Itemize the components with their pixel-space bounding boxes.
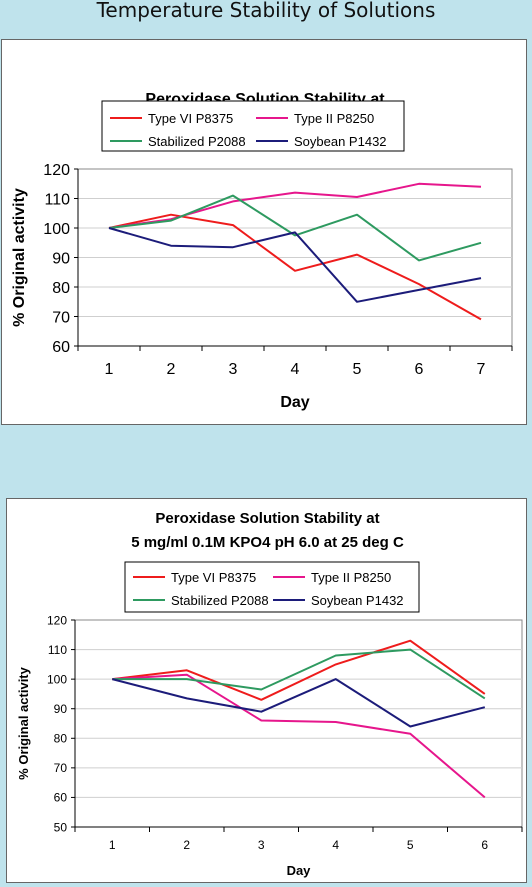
y-tick-label: 100 bbox=[47, 672, 67, 686]
series-line-type-vi-p8375 bbox=[108, 213, 482, 321]
chart-title-line2: 5 mg/ml 0.1M KPO4 pH 6.0 at 25 deg C bbox=[131, 534, 404, 551]
x-axis-label: Day bbox=[287, 863, 312, 878]
chart-panel-37c: Peroxidase Solution Stability at5 mg/ml … bbox=[1, 39, 527, 425]
x-tick-label: 2 bbox=[183, 838, 190, 852]
legend-label: Stabilized P2088 bbox=[148, 134, 246, 149]
y-tick-label: 100 bbox=[43, 221, 70, 238]
x-tick-label: 2 bbox=[167, 361, 176, 378]
x-tick-label: 5 bbox=[353, 361, 362, 378]
legend-label: Soybean P1432 bbox=[294, 134, 387, 149]
x-axis-label: Day bbox=[280, 394, 309, 411]
legend-label: Type VI P8375 bbox=[171, 570, 256, 585]
y-tick-label: 120 bbox=[47, 613, 67, 627]
x-tick-label: 1 bbox=[105, 361, 114, 378]
y-tick-label: 50 bbox=[54, 820, 68, 834]
legend-label: Type VI P8375 bbox=[148, 111, 233, 126]
y-tick-label: 70 bbox=[52, 309, 70, 326]
chart-37c: Peroxidase Solution Stability at5 mg/ml … bbox=[11, 91, 513, 411]
series-line-stabilized-p2088 bbox=[108, 194, 482, 262]
y-tick-label: 110 bbox=[44, 191, 70, 208]
series-line-type-ii-p8250 bbox=[108, 182, 482, 229]
y-tick-label: 60 bbox=[54, 791, 68, 805]
chart-panel-25c: Peroxidase Solution Stability at 5 mg/ml … bbox=[6, 498, 527, 883]
x-tick-label: 1 bbox=[109, 838, 116, 852]
chart-title-line1: Peroxidase Solution Stability at bbox=[155, 510, 379, 527]
page-title: Temperature Stability of Solutions bbox=[96, 0, 436, 22]
x-tick-label: 6 bbox=[481, 838, 488, 852]
y-tick-label: 80 bbox=[52, 280, 70, 297]
x-tick-label: 6 bbox=[415, 361, 424, 378]
y-tick-label: 60 bbox=[52, 339, 70, 356]
legend-label: Soybean P1432 bbox=[311, 593, 404, 608]
x-tick-label: 3 bbox=[258, 838, 265, 852]
chart-25c: Peroxidase Solution Stability at 5 mg/ml … bbox=[16, 510, 523, 878]
x-tick-label: 3 bbox=[229, 361, 238, 378]
plot-area bbox=[74, 619, 523, 828]
series-line-type-vi-p8375 bbox=[112, 639, 486, 701]
series-line-soybean-p1432 bbox=[108, 227, 482, 303]
x-tick-label: 5 bbox=[407, 838, 414, 852]
y-tick-label: 90 bbox=[54, 702, 68, 716]
series-line-type-ii-p8250 bbox=[112, 673, 486, 799]
legend-label: Type II P8250 bbox=[311, 570, 391, 585]
y-tick-label: 120 bbox=[43, 162, 70, 179]
x-tick-label: 7 bbox=[477, 361, 486, 378]
y-tick-label: 70 bbox=[54, 761, 68, 775]
x-tick-label: 4 bbox=[332, 838, 339, 852]
series-line-stabilized-p2088 bbox=[112, 648, 486, 700]
series-line-soybean-p1432 bbox=[112, 678, 486, 728]
legend-box bbox=[124, 561, 420, 613]
y-tick-label: 90 bbox=[52, 250, 70, 267]
x-tick-label: 4 bbox=[291, 361, 300, 378]
y-axis-label: % Original activity bbox=[11, 188, 28, 327]
legend-box bbox=[101, 100, 405, 152]
legend-label: Type II P8250 bbox=[294, 111, 374, 126]
y-axis-label: % Original activity bbox=[16, 666, 31, 779]
y-tick-label: 110 bbox=[48, 643, 67, 657]
y-tick-label: 80 bbox=[54, 732, 68, 746]
legend-label: Stabilized P2088 bbox=[171, 593, 269, 608]
